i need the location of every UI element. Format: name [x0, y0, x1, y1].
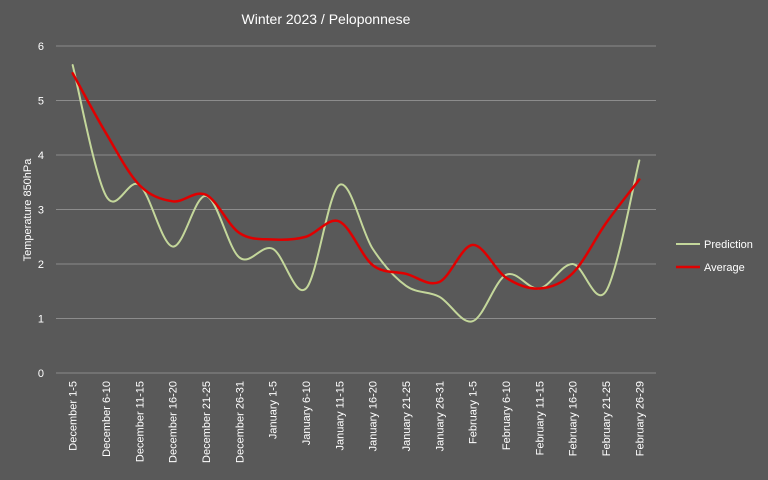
x-tick-label: December 21-25 [201, 381, 213, 463]
x-axis-ticks: December 1-5 December 6-10 December 11-15 D… [68, 381, 647, 463]
series-line-average [71, 72, 641, 290]
x-tick-label: February 6-10 [501, 381, 513, 450]
chart-title: Winter 2023 / Peloponnese [242, 11, 411, 27]
y-axis-ticks: 0 1 2 3 4 5 6 [38, 41, 44, 380]
y-tick-label: 5 [38, 96, 44, 108]
y-tick-label: 2 [38, 259, 44, 271]
y-tick-label: 3 [38, 205, 44, 217]
series-line-prediction [71, 64, 641, 323]
series-lines [71, 64, 641, 323]
x-tick-label: February 21-25 [601, 381, 613, 456]
x-tick-label: December 16-20 [168, 381, 180, 463]
y-tick-label: 6 [38, 41, 44, 53]
x-tick-label: January 1-5 [268, 381, 280, 439]
legend: Prediction Average [676, 239, 753, 274]
x-tick-label: January 21-25 [401, 381, 413, 451]
legend-label-prediction: Prediction [704, 239, 753, 251]
x-tick-label: February 11-15 [534, 381, 546, 455]
x-tick-label: December 6-10 [101, 381, 113, 457]
gridlines [56, 45, 656, 374]
x-tick-label: January 11-15 [334, 381, 346, 451]
x-tick-label: February 16-20 [568, 381, 580, 456]
y-tick-label: 1 [38, 314, 44, 326]
x-tick-label: December 11-15 [134, 381, 146, 462]
x-tick-label: February 26-29 [634, 381, 646, 456]
legend-label-average: Average [704, 262, 745, 274]
x-tick-label: December 26-31 [234, 381, 246, 463]
y-tick-label: 0 [38, 368, 44, 380]
y-tick-label: 4 [38, 150, 44, 162]
x-tick-label: January 16-20 [368, 381, 380, 451]
y-axis-label: Temperature 850hPa [22, 158, 34, 262]
x-tick-label: December 1-5 [68, 381, 80, 451]
x-tick-label: February 1-5 [468, 381, 480, 444]
x-tick-label: January 6-10 [301, 381, 313, 445]
x-tick-label: January 26-31 [434, 381, 446, 451]
